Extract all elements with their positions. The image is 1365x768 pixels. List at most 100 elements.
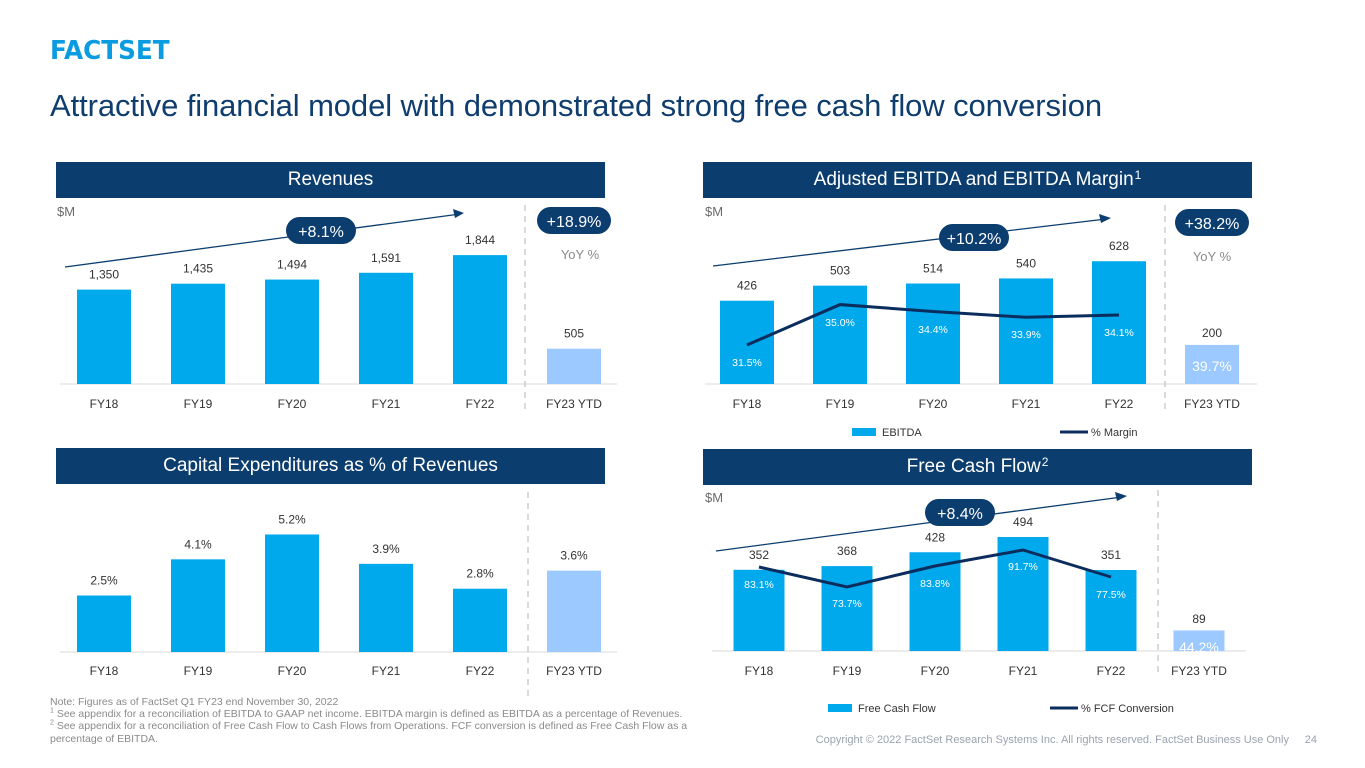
- ebitda-category-label: FY21: [1012, 397, 1041, 411]
- ebitda-unit-label: $M: [705, 204, 723, 219]
- ebitda-margin-label: 31.5%: [732, 357, 762, 369]
- ebitda-trend-arrowhead: [1099, 214, 1111, 223]
- capex-bar: [547, 570, 601, 652]
- fcf-conversion-line: [758, 548, 1112, 589]
- ebitda-margin-label: 35.0%: [825, 317, 855, 329]
- ebitda-bar: [720, 300, 774, 384]
- ebitda-trend-arrow: [712, 218, 1107, 267]
- revenues-category-label: FY22: [466, 397, 495, 411]
- capex-bar: [265, 534, 319, 652]
- fcf-cagr-pill: [925, 499, 995, 526]
- ebitda-header-footnote: 1: [1134, 168, 1142, 182]
- ebitda-cagr-pill: [939, 224, 1009, 251]
- revenues-category-label: FY18: [90, 397, 119, 411]
- revenues-header: Revenues: [56, 162, 605, 198]
- fcf-header-footnote: 2: [1041, 455, 1049, 469]
- footnote-1-marker: 1: [50, 707, 54, 715]
- revenues-bar: [453, 255, 507, 384]
- revenues-trend-arrow: [64, 213, 461, 268]
- ebitda-yoy-value: +38.2%: [1185, 216, 1240, 233]
- capex-data-label: 3.9%: [372, 542, 400, 556]
- capex-header-text: Capital Expenditures as % of Revenues: [163, 455, 498, 476]
- fcf-conversion-label: 77.5%: [1096, 589, 1126, 601]
- capex-category-label: FY23 YTD: [546, 664, 602, 678]
- ebitda-yoy-pill: [1175, 209, 1249, 236]
- footnote-1-text: See appendix for a reconciliation of EBI…: [53, 708, 683, 721]
- capex-data-label: 3.6%: [560, 549, 588, 563]
- fcf-category-label: FY18: [745, 664, 774, 678]
- capex-bar: [453, 588, 507, 652]
- revenues-bar: [265, 279, 319, 384]
- ebitda-header: Adjusted EBITDA and EBITDA Margin 1: [703, 162, 1252, 198]
- revenues-cagr-value: +8.1%: [298, 224, 344, 241]
- fcf-conversion-label: 83.8%: [920, 578, 950, 590]
- slide-title: Attractive financial model with demonstr…: [50, 88, 1102, 123]
- capex-category-label: FY20: [278, 664, 307, 678]
- fcf-legend-bar-swatch: [828, 704, 852, 712]
- fcf-legend-bar-label: Free Cash Flow: [858, 703, 936, 715]
- ebitda-data-label: 503: [830, 264, 850, 278]
- capex-data-label: 2.5%: [90, 574, 118, 588]
- footnote-2-marker: 2: [50, 719, 54, 727]
- ebitda-margin-label: 34.1%: [1104, 327, 1134, 339]
- capex-data-label: 4.1%: [184, 537, 212, 551]
- footnote-2: 2 See appendix for a reconciliation of F…: [50, 719, 730, 745]
- capex-bar: [171, 559, 225, 652]
- capex-category-label: FY22: [466, 664, 495, 678]
- fcf-legend-line-label: % FCF Conversion: [1081, 703, 1174, 715]
- ebitda-category-label: FY22: [1105, 397, 1134, 411]
- page-number: 24: [1304, 734, 1317, 746]
- revenues-cagr-pill: [286, 217, 356, 244]
- ebitda-legend-bar-label: EBITDA: [882, 427, 922, 439]
- revenues-data-label: 1,591: [371, 251, 401, 265]
- ebitda-category-label: FY19: [826, 397, 855, 411]
- revenues-category-label: FY23 YTD: [546, 397, 602, 411]
- ebitda-bar: [999, 278, 1053, 384]
- revenues-unit-label: $M: [57, 204, 75, 219]
- fcf-conversion-label: 73.7%: [832, 598, 862, 610]
- capex-category-label: FY19: [184, 664, 213, 678]
- revenues-category-label: FY21: [372, 397, 401, 411]
- ebitda-data-label: 540: [1016, 256, 1036, 270]
- revenues-data-label: 505: [564, 327, 584, 341]
- fcf-category-label: FY23 YTD: [1171, 664, 1227, 678]
- ebitda-margin-label-ytd: 39.7%: [1192, 358, 1232, 374]
- revenues-yoy-label: YoY %: [561, 247, 600, 262]
- ebitda-data-label: 426: [737, 279, 757, 293]
- ebitda-data-label: 200: [1202, 326, 1222, 340]
- capex-category-label: FY18: [90, 664, 119, 678]
- capex-bar: [359, 563, 413, 652]
- fcf-data-label: 494: [1013, 515, 1033, 529]
- footnote-note: Note: Figures as of FactSet Q1 FY23 end …: [50, 696, 339, 708]
- fcf-trend-arrowhead: [1115, 492, 1127, 501]
- ebitda-margin-label: 33.9%: [1011, 329, 1041, 341]
- footnotes: Note: Figures as of FactSet Q1 FY23 end …: [50, 696, 730, 745]
- footnote-2-text: See appendix for a reconciliation of Fre…: [50, 720, 688, 745]
- ebitda-legend-line-label: % Margin: [1091, 427, 1137, 439]
- fcf-data-label: 368: [837, 544, 857, 558]
- revenues-bar: [171, 283, 225, 384]
- fcf-unit-label: $M: [705, 490, 723, 505]
- ebitda-bar: [906, 283, 960, 384]
- revenues-bar: [359, 272, 413, 384]
- capex-data-label: 2.8%: [466, 567, 494, 581]
- revenues-header-text: Revenues: [287, 169, 374, 190]
- revenues-bar: [547, 348, 601, 384]
- ebitda-legend-bar-swatch: [852, 428, 876, 436]
- fcf-data-label: 89: [1192, 612, 1206, 626]
- revenues-data-label: 1,435: [183, 262, 213, 276]
- fcf-bar: [1085, 570, 1137, 651]
- ebitda-margin-line: [746, 303, 1120, 347]
- capex-header: Capital Expenditures as % of Revenues: [56, 448, 605, 484]
- revenues-data-label: 1,350: [89, 268, 119, 282]
- fcf-bar: [821, 566, 873, 651]
- fcf-header: Free Cash Flow 2: [703, 449, 1252, 485]
- copyright: Copyright © 2022 FactSet Research System…: [815, 734, 1289, 746]
- fcf-category-label: FY20: [921, 664, 950, 678]
- revenues-trend-arrowhead: [453, 209, 464, 218]
- revenues-data-label: 1,844: [465, 233, 495, 247]
- fcf-data-label: 351: [1101, 548, 1121, 562]
- ebitda-bar: [1092, 261, 1146, 384]
- ebitda-header-text: Adjusted EBITDA and EBITDA Margin: [813, 169, 1134, 190]
